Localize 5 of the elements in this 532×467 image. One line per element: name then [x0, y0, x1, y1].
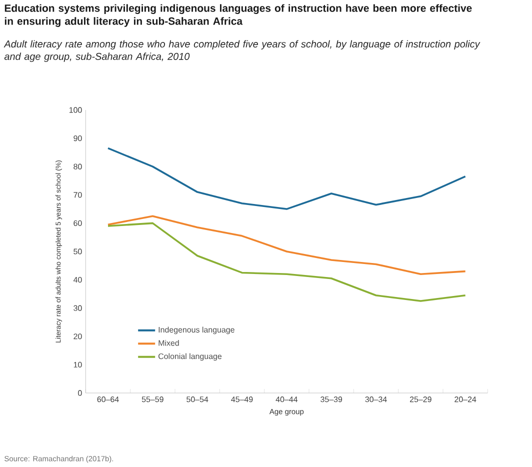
chart-title: Education systems privileging indigenous languages of instruction have been more effective in ensuring adult literacy in sub-Saharan Africa: [4, 4, 472, 27]
line-series: [107, 147, 466, 210]
chart-subtitle: Adult literacy rate among those who have completed five years of school, by language of instruction policy and age group, sub-Saharan Africa, 2010: [4, 40, 480, 62]
line-series: [107, 215, 466, 276]
line-series: [107, 222, 466, 302]
